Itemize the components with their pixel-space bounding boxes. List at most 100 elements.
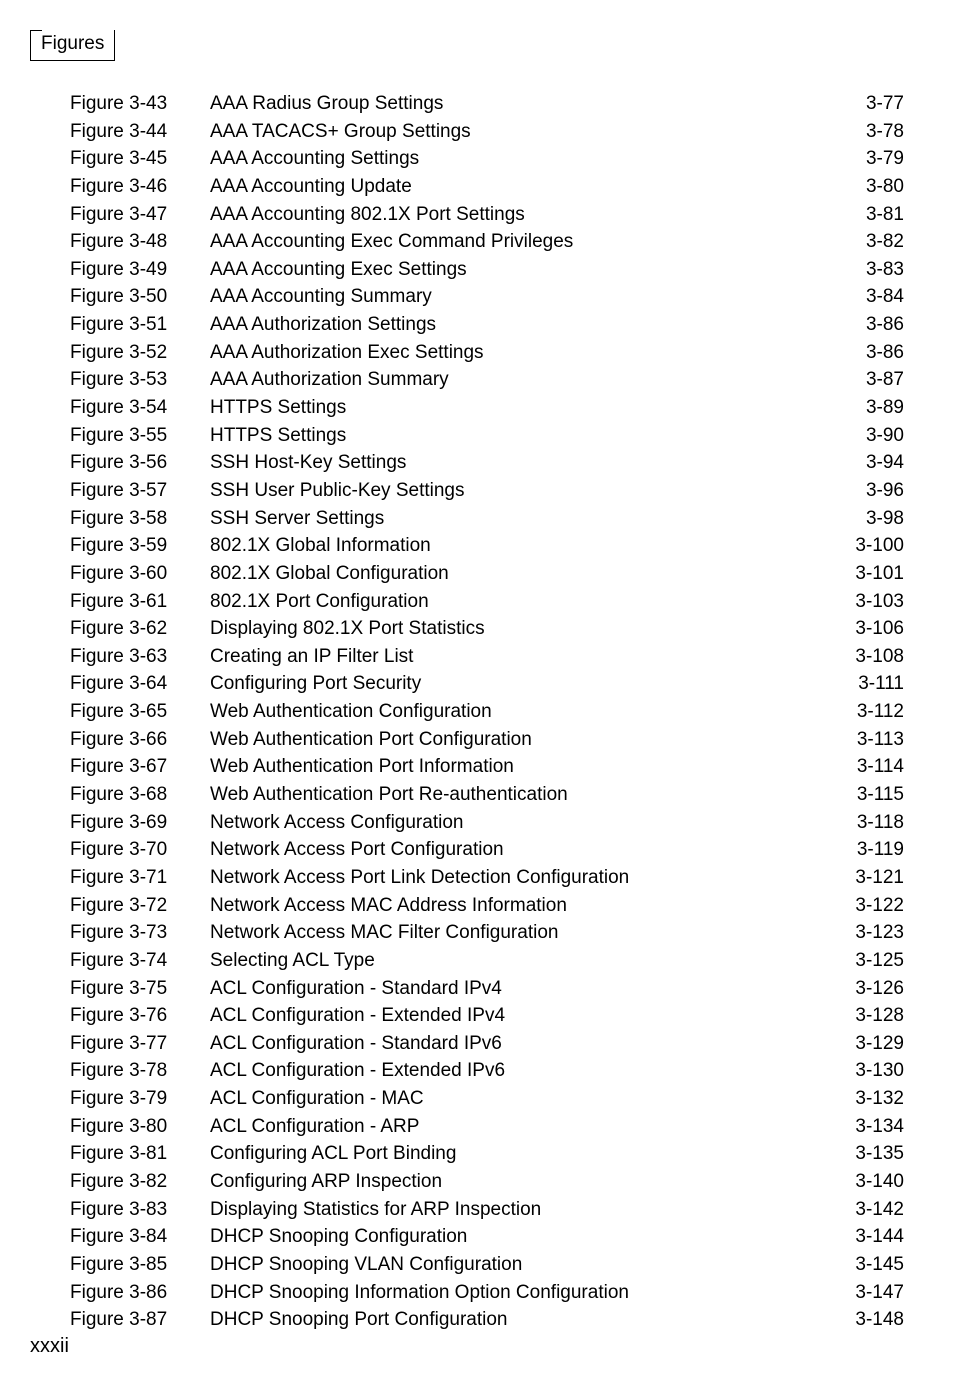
figure-page: 3-86	[824, 340, 904, 366]
figure-page: 3-94	[824, 450, 904, 476]
figure-row: Figure 3-48AAA Accounting Exec Command P…	[70, 229, 904, 255]
figure-title: AAA Accounting 802.1X Port Settings	[210, 202, 824, 228]
figure-row: Figure 3-86DHCP Snooping Information Opt…	[70, 1280, 904, 1306]
figure-row: Figure 3-72Network Access MAC Address In…	[70, 893, 904, 919]
figure-id: Figure 3-72	[70, 893, 210, 919]
figure-row: Figure 3-84DHCP Snooping Configuration3-…	[70, 1224, 904, 1250]
figure-id: Figure 3-79	[70, 1086, 210, 1112]
figure-title: DHCP Snooping Configuration	[210, 1224, 824, 1250]
figure-page: 3-106	[824, 616, 904, 642]
figure-id: Figure 3-58	[70, 506, 210, 532]
figure-row: Figure 3-47AAA Accounting 802.1X Port Se…	[70, 202, 904, 228]
figure-row: Figure 3-58SSH Server Settings3-98	[70, 506, 904, 532]
figure-title: AAA Accounting Exec Command Privileges	[210, 229, 824, 255]
figure-page: 3-135	[824, 1141, 904, 1167]
figure-row: Figure 3-77ACL Configuration - Standard …	[70, 1031, 904, 1057]
figure-title: HTTPS Settings	[210, 395, 824, 421]
figure-title: ACL Configuration - Extended IPv4	[210, 1003, 824, 1029]
figure-row: Figure 3-52AAA Authorization Exec Settin…	[70, 340, 904, 366]
figure-page: 3-84	[824, 284, 904, 310]
figure-row: Figure 3-64Configuring Port Security3-11…	[70, 671, 904, 697]
figure-id: Figure 3-75	[70, 976, 210, 1002]
figure-id: Figure 3-82	[70, 1169, 210, 1195]
figure-id: Figure 3-56	[70, 450, 210, 476]
figure-title: Creating an IP Filter List	[210, 644, 824, 670]
figure-id: Figure 3-62	[70, 616, 210, 642]
figure-id: Figure 3-71	[70, 865, 210, 891]
figure-id: Figure 3-83	[70, 1197, 210, 1223]
figure-title: AAA Radius Group Settings	[210, 91, 824, 117]
figure-title: 802.1X Port Configuration	[210, 589, 824, 615]
figure-page: 3-122	[824, 893, 904, 919]
figure-page: 3-96	[824, 478, 904, 504]
figure-page: 3-126	[824, 976, 904, 1002]
figure-page: 3-112	[824, 699, 904, 725]
figure-title: SSH Host-Key Settings	[210, 450, 824, 476]
figure-id: Figure 3-66	[70, 727, 210, 753]
figure-title: 802.1X Global Information	[210, 533, 824, 559]
figure-row: Figure 3-44AAA TACACS+ Group Settings3-7…	[70, 119, 904, 145]
figure-title: Network Access MAC Filter Configuration	[210, 920, 824, 946]
figure-title: SSH Server Settings	[210, 506, 824, 532]
figure-page: 3-132	[824, 1086, 904, 1112]
figure-title: AAA Accounting Update	[210, 174, 824, 200]
figure-page: 3-121	[824, 865, 904, 891]
figure-title: ACL Configuration - Extended IPv6	[210, 1058, 824, 1084]
figure-page: 3-113	[824, 727, 904, 753]
figure-page: 3-98	[824, 506, 904, 532]
figure-row: Figure 3-66Web Authentication Port Confi…	[70, 727, 904, 753]
figure-row: Figure 3-82Configuring ARP Inspection3-1…	[70, 1169, 904, 1195]
figure-id: Figure 3-64	[70, 671, 210, 697]
figure-row: Figure 3-83Displaying Statistics for ARP…	[70, 1197, 904, 1223]
figure-title: AAA Accounting Summary	[210, 284, 824, 310]
figure-row: Figure 3-56SSH Host-Key Settings3-94	[70, 450, 904, 476]
figure-row: Figure 3-75ACL Configuration - Standard …	[70, 976, 904, 1002]
figures-list: Figure 3-43AAA Radius Group Settings3-77…	[30, 91, 904, 1333]
figure-title: Web Authentication Port Re-authenticatio…	[210, 782, 824, 808]
figure-page: 3-118	[824, 810, 904, 836]
figure-row: Figure 3-54HTTPS Settings3-89	[70, 395, 904, 421]
figure-title: DHCP Snooping Information Option Configu…	[210, 1280, 824, 1306]
figure-row: Figure 3-53AAA Authorization Summary3-87	[70, 367, 904, 393]
figure-page: 3-119	[824, 837, 904, 863]
figure-row: Figure 3-43AAA Radius Group Settings3-77	[70, 91, 904, 117]
figure-title: Web Authentication Port Information	[210, 754, 824, 780]
figure-page: 3-86	[824, 312, 904, 338]
figure-page: 3-129	[824, 1031, 904, 1057]
figure-row: Figure 3-51AAA Authorization Settings3-8…	[70, 312, 904, 338]
figure-id: Figure 3-48	[70, 229, 210, 255]
figure-page: 3-114	[824, 754, 904, 780]
figure-id: Figure 3-78	[70, 1058, 210, 1084]
figure-page: 3-147	[824, 1280, 904, 1306]
figure-id: Figure 3-73	[70, 920, 210, 946]
figure-id: Figure 3-45	[70, 146, 210, 172]
figure-id: Figure 3-49	[70, 257, 210, 283]
figure-title: Displaying 802.1X Port Statistics	[210, 616, 824, 642]
header-tab-box: Figures	[30, 30, 115, 61]
figure-id: Figure 3-74	[70, 948, 210, 974]
figure-page: 3-100	[824, 533, 904, 559]
figure-title: Web Authentication Port Configuration	[210, 727, 824, 753]
header-tab: Figures	[30, 30, 115, 61]
figure-page: 3-140	[824, 1169, 904, 1195]
figure-title: AAA Authorization Exec Settings	[210, 340, 824, 366]
figure-page: 3-77	[824, 91, 904, 117]
figure-title: AAA Accounting Settings	[210, 146, 824, 172]
figure-page: 3-142	[824, 1197, 904, 1223]
figure-row: Figure 3-55HTTPS Settings3-90	[70, 423, 904, 449]
figure-title: DHCP Snooping VLAN Configuration	[210, 1252, 824, 1278]
figure-title: Network Access Port Configuration	[210, 837, 824, 863]
figure-id: Figure 3-50	[70, 284, 210, 310]
figure-id: Figure 3-84	[70, 1224, 210, 1250]
figure-row: Figure 3-50AAA Accounting Summary3-84	[70, 284, 904, 310]
figure-id: Figure 3-70	[70, 837, 210, 863]
figure-id: Figure 3-51	[70, 312, 210, 338]
figure-title: HTTPS Settings	[210, 423, 824, 449]
figure-row: Figure 3-81Configuring ACL Port Binding3…	[70, 1141, 904, 1167]
figure-title: Network Access Port Link Detection Confi…	[210, 865, 824, 891]
figure-row: Figure 3-59802.1X Global Information3-10…	[70, 533, 904, 559]
figure-page: 3-89	[824, 395, 904, 421]
figure-page: 3-81	[824, 202, 904, 228]
figure-row: Figure 3-80ACL Configuration - ARP3-134	[70, 1114, 904, 1140]
figure-row: Figure 3-78ACL Configuration - Extended …	[70, 1058, 904, 1084]
